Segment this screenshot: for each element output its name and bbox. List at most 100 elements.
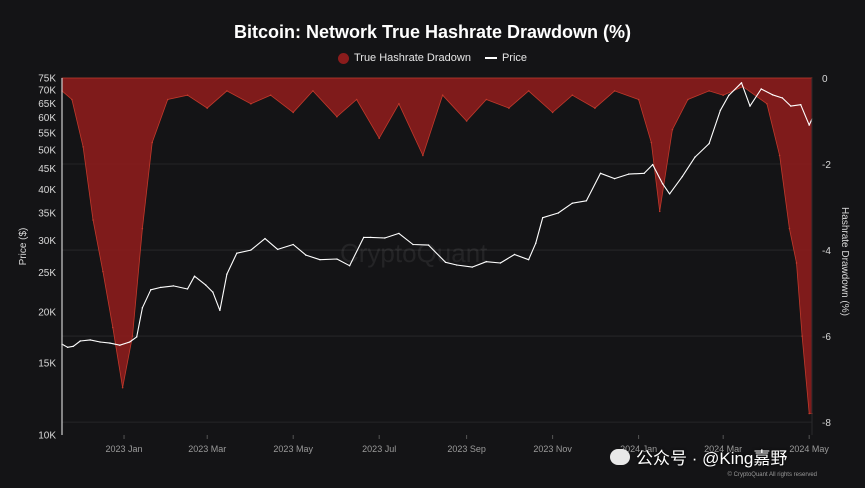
hashrate-point [82,146,84,148]
x-tick-label: 2023 Jan [106,444,143,454]
hashrate-point [250,103,252,105]
price-point [172,285,175,287]
price-point [319,258,321,261]
social-handle: 公众号 · @King嘉野 [636,449,788,468]
price-point [771,94,774,96]
hashrate-point [508,107,510,109]
price-point [292,243,294,246]
hashrate-point [398,103,400,105]
x-tick-label: 2023 Mar [188,444,226,454]
x-tick-label: 2024 Mar [704,444,742,454]
price-line [61,82,813,348]
price-point [694,156,696,158]
price-point [471,266,473,268]
left-tick-label: 50K [38,145,56,156]
price-point [412,243,414,246]
right-tick-label: -6 [822,332,831,343]
price-point [456,264,458,266]
hashrate-point [71,98,73,101]
hashrate-point [92,219,94,221]
legend-label-price: Price [501,52,528,64]
hashrate-point [722,94,724,97]
legend-label-hashrate: True Hashrate Dradown [353,52,471,64]
price-point [628,173,630,175]
price-point [119,344,121,346]
price-point [72,345,74,347]
legend-item-price[interactable]: Price [484,52,528,64]
price-point [781,97,784,99]
hashrate-point [650,141,653,144]
price-point [305,254,307,256]
left-tick-label: 45K [38,164,56,175]
hashrate-point [226,90,228,92]
hashrate-point [465,120,468,122]
left-tick-label: 70K [38,86,56,97]
x-tick-label: 2023 Jul [362,444,396,454]
price-point [205,284,207,286]
price-point [749,105,751,107]
social-overlay: 公众号 · @King嘉野 [610,444,787,469]
hashrate-point [778,154,781,157]
hashrate-point [151,141,154,144]
price-point [109,342,111,344]
hashrate-point [671,128,674,131]
price-point [485,260,488,263]
hashrate-point [269,94,272,97]
price-point [186,288,189,290]
price-point [534,242,537,245]
left-tick-label: 35K [38,209,56,220]
hashrate-point [788,227,791,230]
chart-legend: True Hashrate Dradown Price [0,52,865,64]
hashrate-point [571,94,574,97]
price-point [136,336,138,338]
left-tick-label: 10K [38,431,56,442]
price-point [728,94,730,97]
price-point [571,202,574,204]
price-point [708,142,710,145]
price-point [557,212,559,214]
price-point [362,236,365,239]
price-point [226,273,228,275]
price-point [668,193,671,195]
left-tick-label: 55K [38,128,56,139]
hashrate-point [808,412,810,415]
price-point [264,237,266,240]
hashrate-point [102,270,104,273]
left-tick-label: 40K [38,185,56,196]
legend-item-hashrate[interactable]: True Hashrate Dradown [337,52,471,64]
hashrate-drawdown-area [61,77,813,414]
hashrate-point [801,335,803,337]
price-point [150,289,152,291]
left-tick-label: 25K [38,268,56,279]
price-point [760,88,762,90]
chat-bubble-icon [610,448,630,465]
price-point [159,286,162,289]
copyright-text: © CryptoQuant All rights reserved [727,472,817,478]
right-tick-label: -2 [822,160,831,171]
price-point [643,172,645,174]
right-tick-label: -8 [822,418,831,429]
hashrate-point [111,326,114,329]
left-tick-label: 30K [38,236,56,247]
hashrate-point [121,386,124,389]
legend-swatch-price [484,57,497,59]
hashrate-point [186,94,189,97]
hashrate-point [166,98,169,101]
hashrate-point [527,90,530,92]
hashrate-point [441,94,444,97]
chart-title: Bitcoin: Network True Hashrate Drawdown … [233,22,632,42]
price-point [236,252,238,254]
price-point [740,82,743,84]
price-point [79,340,82,342]
right-tick-label: -4 [822,246,831,257]
price-point [384,237,386,239]
hashrate-point [422,154,424,157]
left-tick-label: 15K [38,359,56,370]
left-axis-label: Price ($) [18,228,29,266]
price-point [193,275,196,277]
hashrate-point [658,210,661,213]
price-point [499,262,502,264]
price-point [348,265,351,267]
hashrate-point [687,98,689,101]
